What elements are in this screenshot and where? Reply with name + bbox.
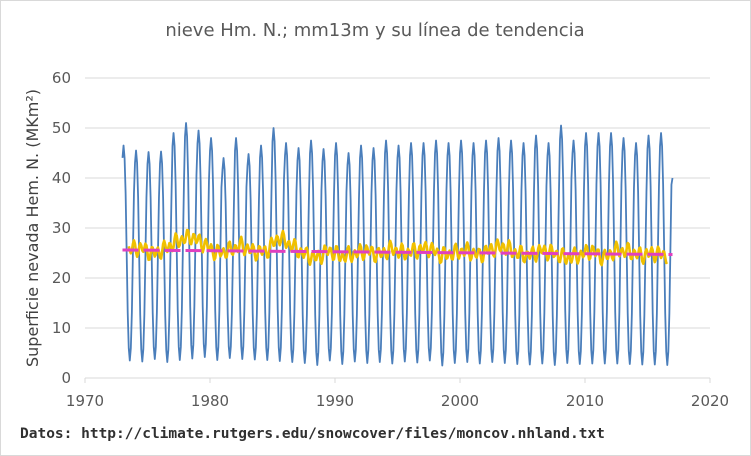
x-tick-label: 1980 bbox=[191, 392, 229, 410]
chart-title: nieve Hm. N.; mm13m y su línea de tenden… bbox=[165, 20, 584, 41]
y-axis-ticks: 0 10 20 30 40 50 60 bbox=[52, 69, 71, 387]
y-tick-label: 40 bbox=[52, 169, 71, 187]
y-tick-label: 10 bbox=[52, 319, 71, 337]
series-mm13-line bbox=[127, 228, 669, 267]
y-tick-label: 60 bbox=[52, 69, 71, 87]
y-tick-label: 20 bbox=[52, 269, 71, 287]
source-note: Datos: http://climate.rutgers.edu/snowco… bbox=[20, 426, 605, 442]
y-axis-label: Superficie nevada Hem. N. (MKm²) bbox=[23, 89, 42, 367]
x-tick-label: 1990 bbox=[316, 392, 354, 410]
grid-lines bbox=[85, 77, 710, 329]
x-tick-label: 2000 bbox=[441, 392, 479, 410]
series-group bbox=[121, 122, 674, 367]
x-axis-ticks: 1970 1980 1990 2000 2010 2020 bbox=[66, 378, 729, 410]
series-trend-line bbox=[122, 248, 673, 256]
y-tick-label: 0 bbox=[61, 369, 71, 387]
y-tick-label: 50 bbox=[52, 119, 71, 137]
y-tick-label: 30 bbox=[52, 219, 71, 237]
x-tick-label: 1970 bbox=[66, 392, 104, 410]
x-tick-label: 2010 bbox=[566, 392, 604, 410]
series-monthly-line bbox=[121, 122, 674, 367]
x-tick-label: 2020 bbox=[691, 392, 729, 410]
